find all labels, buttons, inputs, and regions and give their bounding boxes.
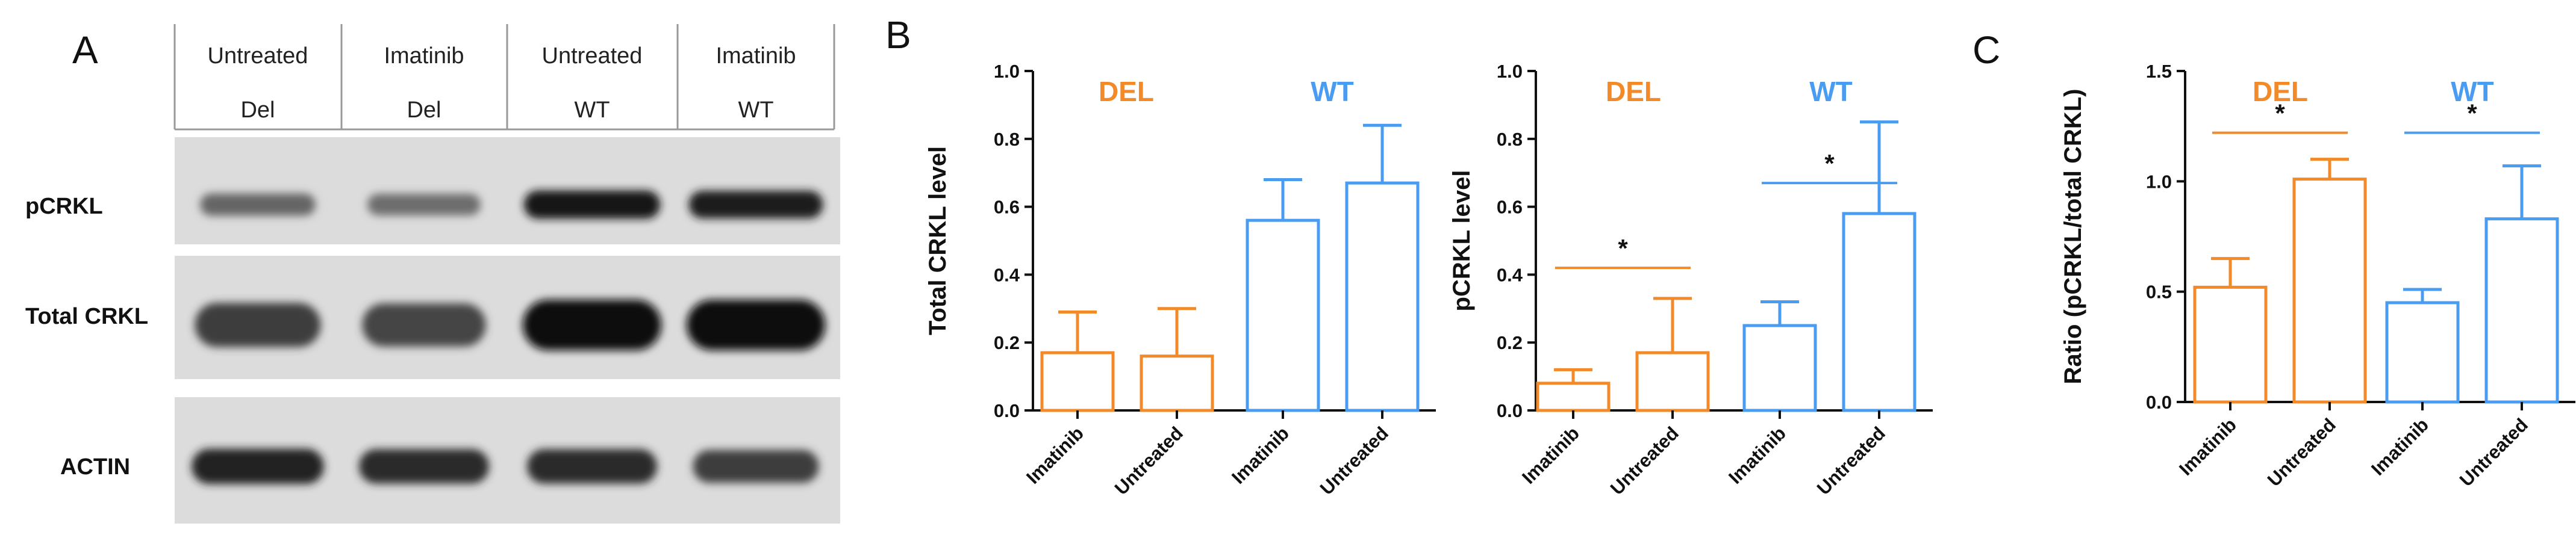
bar — [1635, 351, 1710, 412]
panel-a: A Untreated Del Imatinib Del Untreated W… — [25, 24, 840, 524]
chart-total-crkl: 0.0 0.2 0.4 0.6 0.8 1.0 Total CRKL level Imatin… — [925, 61, 1436, 499]
x-category-label: Untreated — [1813, 422, 1889, 499]
y-tick-label: 0.0 — [994, 400, 1020, 421]
blot-total-crkl: Total CRKL — [25, 256, 840, 379]
blot-band — [359, 449, 489, 484]
y-tick-label: 0.0 — [2146, 392, 2172, 413]
group-label: DEL — [1606, 76, 1661, 107]
y-tick-label: 0.4 — [994, 264, 1020, 285]
y-tick-label: 1.0 — [2146, 171, 2172, 192]
x-category-label: Untreated — [2456, 414, 2532, 490]
bar — [1040, 351, 1115, 412]
blot-actin: ACTIN — [60, 397, 840, 524]
lane-2-genotype: Del — [407, 97, 441, 123]
bar — [1742, 324, 1817, 412]
group-label: WT — [1311, 76, 1354, 107]
x-category-label: Imatinib — [1518, 422, 1583, 488]
x-category-label: Imatinib — [1724, 422, 1790, 488]
blot-band — [523, 190, 661, 219]
x-category-label: Untreated — [1111, 422, 1187, 499]
blot-band — [367, 194, 481, 215]
group-label: DEL — [1099, 76, 1154, 107]
chart-pcrkl: 0.0 0.2 0.4 0.6 0.8 1.0 pCRKL level Imatinib Unt… — [1449, 61, 1933, 499]
y-tick-label: 0.6 — [1497, 197, 1523, 218]
bar — [1140, 354, 1214, 412]
y-tick-label: 0.2 — [994, 332, 1020, 353]
y-tick-label: 1.0 — [994, 61, 1020, 82]
lane-3-treatment: Untreated — [542, 43, 643, 69]
y-tick-label: 0.2 — [1497, 332, 1523, 353]
lane-2-treatment: Imatinib — [384, 43, 464, 69]
y-axis-title: pCRKL level — [1449, 170, 1475, 312]
chart-ratio: 0.0 0.5 1.0 1.5 Ratio (pCRKL/total CRKL) Imat… — [2060, 61, 2575, 490]
y-tick-label: 0.4 — [1497, 264, 1523, 285]
x-category-label: Imatinib — [2367, 414, 2433, 480]
blot-label: ACTIN — [60, 454, 130, 480]
bar — [1246, 218, 1320, 412]
blot-band — [687, 300, 825, 350]
bar — [1536, 382, 1611, 412]
panel-a-letter: A — [72, 28, 98, 72]
bar — [2292, 178, 2367, 404]
blot-band — [527, 449, 657, 484]
x-category-label: Imatinib — [1227, 422, 1293, 488]
bar — [1345, 181, 1420, 412]
y-axis-title: Total CRKL level — [925, 146, 951, 335]
y-tick-label: 0.6 — [994, 197, 1020, 218]
group-label: WT — [2451, 76, 2494, 107]
lane-3-genotype: WT — [574, 97, 610, 123]
y-tick-label: 0.5 — [2146, 282, 2172, 303]
blot-band — [362, 303, 486, 347]
x-category-label: Imatinib — [2175, 414, 2241, 480]
x-category-label: Untreated — [2263, 414, 2340, 490]
panel-b-letter: B — [885, 13, 911, 57]
bar — [2385, 301, 2460, 404]
significance-star: * — [1824, 149, 1835, 178]
x-category-label: Untreated — [1316, 422, 1392, 499]
significance-star: * — [2467, 99, 2477, 128]
significance-star: * — [1618, 234, 1628, 262]
panel-c-letter: C — [1973, 28, 2000, 72]
blot-band — [195, 303, 321, 347]
blot-band — [688, 191, 823, 218]
y-tick-label: 0.8 — [994, 129, 1020, 150]
blot-label: pCRKL — [25, 194, 103, 219]
blot-band — [192, 448, 324, 484]
significance-star: * — [2275, 99, 2285, 128]
blot-label: Total CRKL — [25, 304, 148, 329]
bar — [1842, 212, 1916, 412]
y-tick-label: 1.5 — [2146, 61, 2172, 82]
group-label: WT — [1809, 76, 1853, 107]
group-label: DEL — [2253, 76, 2308, 107]
x-category-label: Untreated — [1606, 422, 1683, 499]
blot-pcrkl: pCRKL — [25, 137, 840, 244]
lane-1-treatment: Untreated — [208, 43, 308, 69]
y-tick-label: 0.8 — [1497, 129, 1523, 150]
lane-1-genotype: Del — [240, 97, 275, 123]
bar — [2484, 217, 2559, 404]
bar — [2193, 285, 2268, 404]
blot-band — [523, 300, 661, 350]
lane-4-genotype: WT — [738, 97, 773, 123]
blot-band — [200, 193, 316, 216]
lane-header: Untreated Del Imatinib Del Untreated WT … — [173, 24, 835, 131]
y-tick-label: 0.0 — [1497, 400, 1523, 421]
blot-band — [693, 450, 819, 483]
y-tick-label: 1.0 — [1497, 61, 1523, 82]
x-category-label: Imatinib — [1022, 422, 1088, 488]
y-axis-title: Ratio (pCRKL/total CRKL) — [2060, 88, 2086, 384]
lane-4-treatment: Imatinib — [716, 43, 796, 69]
